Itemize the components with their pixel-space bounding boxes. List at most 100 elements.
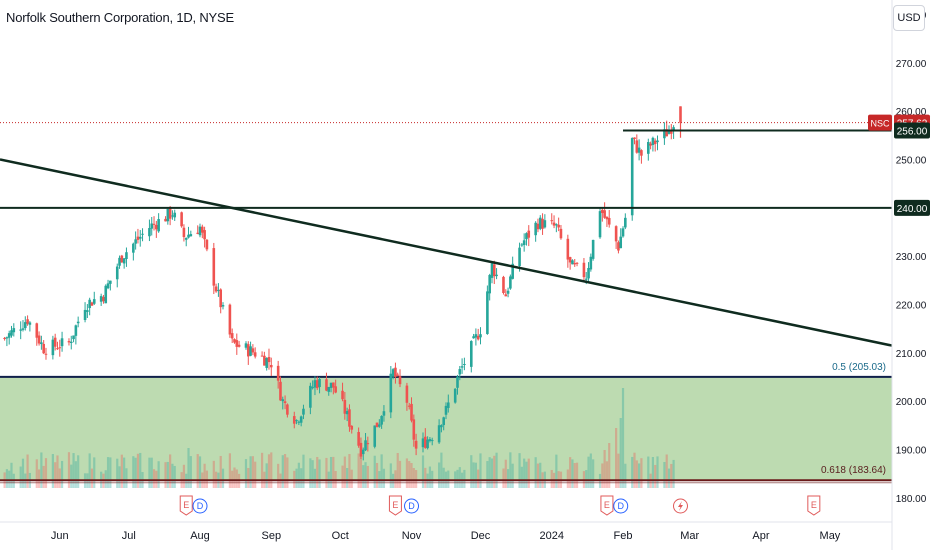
- candle-body: [647, 142, 650, 154]
- volume-bar: [249, 456, 252, 488]
- x-tick-label: 2024: [540, 530, 564, 542]
- candle-body: [469, 341, 473, 367]
- fib-zone: [0, 376, 892, 481]
- volume-bar: [277, 463, 280, 488]
- candle-body: [299, 416, 303, 423]
- candle-body: [412, 419, 416, 440]
- volume-bar: [424, 467, 427, 488]
- candle-body: [136, 236, 140, 240]
- volume-bar: [555, 454, 558, 488]
- candle-body: [249, 346, 252, 356]
- volume-bar: [134, 457, 137, 488]
- candle-body: [520, 244, 524, 246]
- volume-bar: [617, 453, 620, 488]
- candle-body: [44, 353, 48, 355]
- volume-bar: [667, 468, 671, 488]
- volume-bar: [313, 468, 317, 488]
- candle-body: [106, 283, 110, 289]
- dividend-icon[interactable]: [192, 498, 208, 514]
- candle-body: [157, 219, 160, 232]
- candle-body: [88, 299, 91, 309]
- candle-body: [426, 439, 429, 449]
- candle-body: [104, 285, 108, 304]
- candle-body: [72, 335, 75, 340]
- fib-label-0-618: 0.618 (183.64): [821, 465, 886, 476]
- volume-bar: [665, 454, 668, 488]
- volume-bar: [182, 464, 186, 488]
- candle-body: [474, 334, 478, 338]
- x-tick-label: Jun: [51, 530, 69, 542]
- y-tick-label: 200.00: [896, 397, 927, 408]
- candle-body: [37, 335, 41, 344]
- candle-body: [458, 369, 462, 375]
- volume-bar: [283, 453, 287, 488]
- trendline[interactable]: [0, 158, 893, 347]
- candle-body: [173, 212, 177, 218]
- dividend-icon[interactable]: [613, 498, 629, 514]
- volume-bar: [270, 452, 273, 488]
- candle-body: [295, 420, 298, 422]
- candle-body: [205, 239, 209, 250]
- earnings-icon[interactable]: [807, 495, 821, 516]
- volume-bar: [373, 455, 376, 488]
- candle-body: [394, 367, 397, 377]
- candle-body: [132, 243, 135, 253]
- candle-body: [283, 401, 287, 404]
- candle-body: [624, 217, 627, 228]
- volume-bar: [474, 462, 477, 488]
- symbol-badge: [868, 114, 892, 131]
- earnings-icon-label: E: [604, 500, 610, 510]
- candle-body: [573, 263, 577, 265]
- candle-body: [281, 399, 285, 402]
- y-tick-label: 220.00: [896, 301, 927, 312]
- volume-bar: [359, 457, 363, 488]
- volume-bar: [106, 457, 110, 488]
- candle-body: [479, 334, 482, 338]
- candle-body: [460, 366, 464, 368]
- volume-bar: [37, 469, 41, 488]
- level-badge-bg: [894, 122, 930, 139]
- y-tick-label: 180.00: [896, 494, 927, 505]
- volume-bar: [357, 453, 360, 488]
- volume-bar: [343, 456, 346, 488]
- candle-body: [297, 421, 301, 423]
- volume-bar: [150, 457, 153, 488]
- volume-bar: [534, 457, 537, 488]
- y-tick-label: 230.00: [896, 252, 927, 263]
- candle-body: [180, 212, 183, 227]
- volume-bar: [104, 470, 107, 488]
- level-badge: 240.00: [894, 199, 930, 216]
- x-tick-label: Sep: [261, 530, 281, 542]
- earnings-icon[interactable]: [388, 495, 402, 516]
- volume-bar: [656, 456, 659, 488]
- candle-body: [125, 252, 128, 260]
- dividend-icon[interactable]: [404, 498, 420, 514]
- candle-body: [424, 436, 427, 448]
- candle-body: [476, 335, 480, 340]
- candle-body: [269, 364, 273, 368]
- candle-body: [327, 386, 331, 392]
- volume-bar: [493, 455, 496, 488]
- volume-bar: [527, 458, 530, 488]
- volume-bar: [189, 456, 192, 488]
- volume-bar: [187, 448, 190, 488]
- currency-button[interactable]: USD: [893, 5, 925, 31]
- x-tick-label: Nov: [402, 530, 422, 542]
- candle-body: [233, 339, 236, 343]
- price-axis[interactable]: [892, 0, 932, 550]
- candle-body: [587, 267, 590, 279]
- candle-body: [555, 224, 558, 226]
- candle-body: [67, 341, 71, 343]
- earnings-icon[interactable]: [600, 495, 614, 516]
- volume-bar: [74, 461, 77, 488]
- volume-bar: [325, 457, 328, 488]
- x-tick-label: May: [820, 530, 841, 542]
- candle-body: [557, 224, 560, 228]
- volume-bar: [5, 469, 8, 488]
- candle-body: [543, 220, 547, 228]
- lightning-icon: [677, 501, 683, 511]
- earnings-icon[interactable]: [179, 495, 193, 516]
- candle-body: [230, 333, 234, 339]
